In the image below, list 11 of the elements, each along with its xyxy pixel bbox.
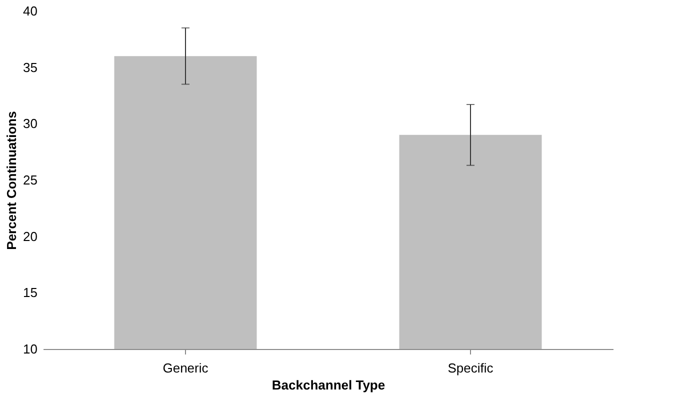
x-tick-label: Generic [162,360,209,376]
y-tick-label: 20 [23,228,38,244]
y-tick-label: 10 [23,342,38,356]
y-tick-label: 35 [23,60,38,75]
y-tick-label: 40 [23,4,38,18]
y-tick-label: 25 [23,172,38,188]
x-axis-title: Backchannel Type [272,378,386,392]
x-tick-label: Specific [448,360,494,376]
y-tick-label: 15 [23,285,38,300]
y-axis-title: Percent Continuations [4,111,20,250]
y-tick-label: 30 [23,116,38,132]
